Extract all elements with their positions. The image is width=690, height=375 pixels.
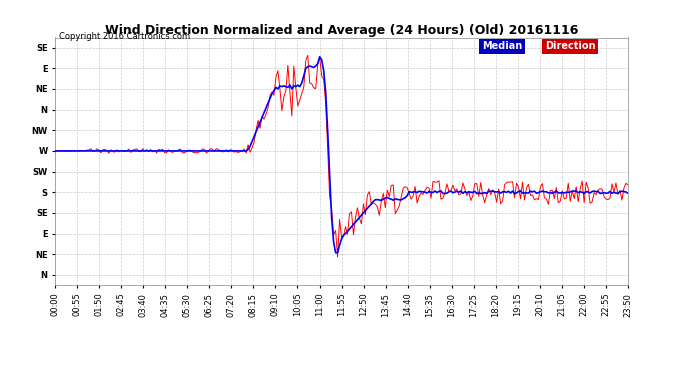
Text: Copyright 2016 Cartronics.com: Copyright 2016 Cartronics.com bbox=[59, 32, 190, 41]
Text: Median: Median bbox=[482, 41, 522, 51]
Text: Direction: Direction bbox=[545, 41, 595, 51]
Title: Wind Direction Normalized and Average (24 Hours) (Old) 20161116: Wind Direction Normalized and Average (2… bbox=[105, 24, 578, 38]
